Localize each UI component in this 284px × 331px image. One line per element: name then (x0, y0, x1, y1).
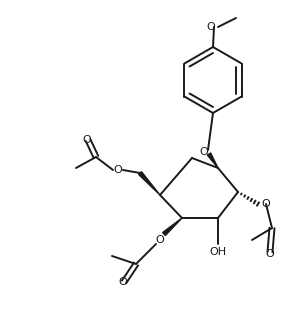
Text: O: O (207, 22, 215, 32)
Text: O: O (200, 147, 208, 157)
Text: O: O (83, 135, 91, 145)
Text: O: O (262, 199, 270, 209)
Text: O: O (119, 277, 128, 287)
Text: O: O (114, 165, 122, 175)
Polygon shape (139, 172, 160, 195)
Polygon shape (163, 218, 182, 235)
Text: O: O (156, 235, 164, 245)
Text: OH: OH (209, 247, 227, 257)
Text: O: O (266, 249, 274, 259)
Polygon shape (207, 153, 218, 168)
